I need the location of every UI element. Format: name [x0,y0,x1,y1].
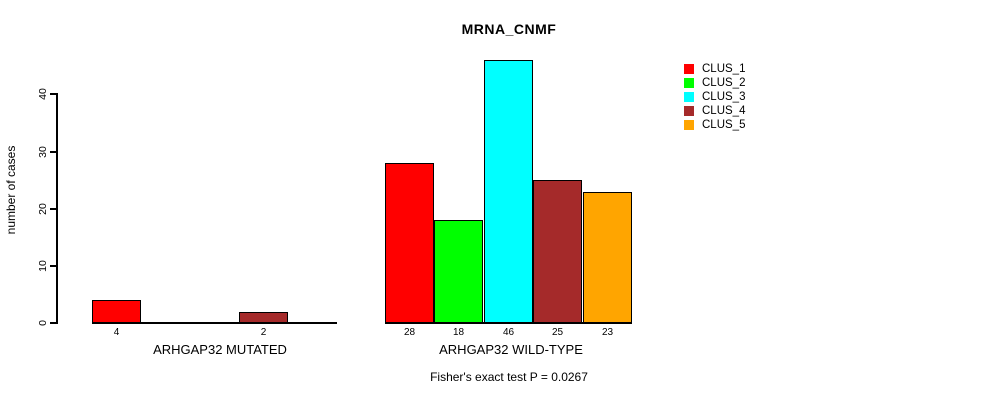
legend-item: CLUS_3 [684,90,745,104]
bar-value-label: 46 [502,327,515,338]
bar-value-label: 23 [601,327,614,338]
bar-clus_2 [434,220,483,323]
legend-item: CLUS_2 [684,76,745,90]
y-tick-label: 30 [37,145,49,158]
chart-title: MRNA_CNMF [461,21,557,37]
bar-value-label: 4 [113,327,120,338]
y-axis-line [56,93,58,324]
bar-value-label: 28 [403,327,416,338]
bar-clus_3 [484,60,533,323]
bar-clus_5 [583,192,632,323]
x-category-label: ARHGAP32 MUTATED [153,342,287,357]
y-axis-label: number of cases [4,145,18,235]
y-tick-mark [50,322,56,324]
y-tick-mark [50,150,56,153]
bar-clus_4 [239,312,288,323]
legend-label: CLUS_2 [702,77,746,89]
legend-swatch-clus_1 [684,64,694,74]
x-baseline [92,322,337,324]
y-tick-label: 10 [37,260,49,272]
y-tick-mark [50,207,56,210]
legend-swatch-clus_2 [684,78,694,88]
y-tick-mark [50,264,56,267]
legend-label: CLUS_5 [702,119,746,131]
y-tick-label: 0 [37,320,49,326]
fisher-test-subtitle: Fisher's exact test P = 0.0267 [430,370,588,384]
legend-item: CLUS_4 [684,104,745,118]
legend-label: CLUS_3 [702,91,746,103]
y-tick-label: 20 [37,202,49,215]
legend-item: CLUS_5 [684,118,745,132]
bar-value-label: 2 [260,327,267,338]
bar-value-label: 18 [452,327,465,338]
legend: CLUS_1 CLUS_2 CLUS_3 CLUS_4 CLUS_5 [684,62,745,132]
y-tick-mark [50,93,56,96]
bar-value-label: 25 [551,327,564,338]
legend-swatch-clus_3 [684,92,694,102]
legend-item: CLUS_1 [684,62,745,76]
bar-clus_4 [533,180,582,323]
bar-clus_1 [385,163,434,323]
legend-swatch-clus_4 [684,106,694,116]
y-tick-label: 40 [37,88,49,101]
legend-label: CLUS_4 [702,105,746,117]
bar-clus_1 [92,300,141,323]
x-baseline [385,322,632,324]
legend-label: CLUS_1 [702,63,746,75]
legend-swatch-clus_5 [684,120,694,130]
x-category-label: ARHGAP32 WILD-TYPE [439,342,583,357]
